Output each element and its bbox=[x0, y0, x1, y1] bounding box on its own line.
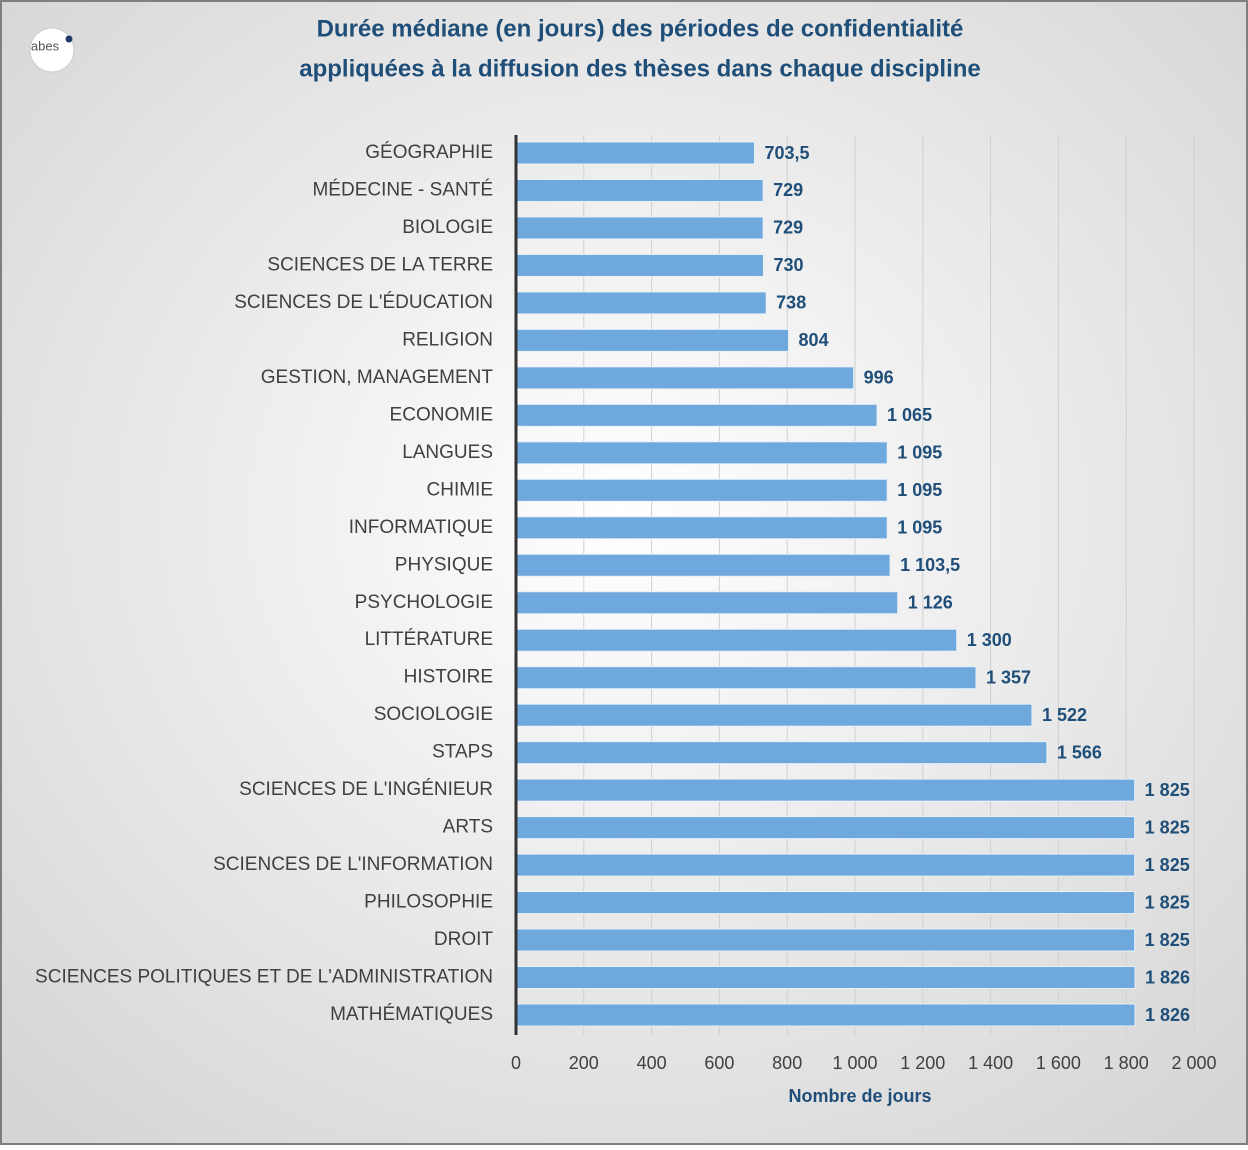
bar bbox=[515, 853, 1136, 877]
x-tick-label: 400 bbox=[637, 1053, 667, 1073]
data-label: 730 bbox=[773, 255, 803, 275]
y-tick-label: PHILOSOPHIE bbox=[364, 892, 493, 913]
y-tick-label: LANGUES bbox=[402, 442, 493, 463]
x-tick-label: 2 000 bbox=[1171, 1053, 1216, 1073]
y-tick-label: SCIENCES DE L'INFORMATION bbox=[213, 854, 493, 875]
data-label: 1 566 bbox=[1057, 742, 1102, 762]
y-tick-label: GESTION, MANAGEMENT bbox=[261, 367, 494, 388]
y-tick-label: RELIGION bbox=[402, 329, 493, 350]
x-tick-label: 1 400 bbox=[968, 1053, 1013, 1073]
bar bbox=[515, 553, 891, 577]
data-label: 703,5 bbox=[764, 143, 809, 163]
data-label: 1 825 bbox=[1145, 930, 1190, 950]
bar bbox=[515, 478, 888, 502]
x-tick-label: 200 bbox=[569, 1053, 599, 1073]
data-label: 729 bbox=[773, 218, 803, 238]
bar bbox=[515, 441, 888, 465]
bar bbox=[515, 816, 1136, 840]
chart-title: appliquées à la diffusion des thèses dan… bbox=[299, 55, 981, 82]
bar bbox=[515, 591, 899, 615]
data-label: 1 825 bbox=[1145, 892, 1190, 912]
bar bbox=[515, 741, 1048, 765]
y-tick-label: CHIMIE bbox=[427, 479, 494, 500]
y-tick-label: INFORMATIQUE bbox=[349, 517, 493, 538]
bar bbox=[515, 778, 1136, 802]
bar bbox=[515, 928, 1136, 952]
y-tick-label: MÉDECINE - SANTÉ bbox=[312, 179, 493, 200]
y-tick-label: ECONOMIE bbox=[390, 404, 493, 425]
bar bbox=[515, 516, 888, 540]
chart-title: Durée médiane (en jours) des périodes de… bbox=[317, 15, 964, 42]
data-label: 1 300 bbox=[967, 630, 1012, 650]
x-tick-label: 800 bbox=[772, 1053, 802, 1073]
y-tick-label: BIOLOGIE bbox=[402, 217, 493, 238]
y-tick-label: STAPS bbox=[432, 742, 493, 763]
data-label: 1 126 bbox=[908, 592, 953, 612]
data-label: 996 bbox=[864, 368, 894, 388]
logo-badge bbox=[29, 27, 75, 73]
y-tick-label: SOCIOLOGIE bbox=[374, 704, 493, 725]
x-tick-label: 0 bbox=[511, 1053, 521, 1073]
data-label: 804 bbox=[799, 330, 829, 350]
data-label: 1 095 bbox=[897, 480, 942, 500]
y-tick-label: SCIENCES DE L'INGÉNIEUR bbox=[239, 779, 493, 800]
y-tick-label: SCIENCES DE L'ÉDUCATION bbox=[234, 292, 493, 313]
bar bbox=[515, 966, 1136, 990]
data-label: 1 103,5 bbox=[900, 555, 960, 575]
data-label: 1 095 bbox=[897, 518, 942, 538]
data-label: 738 bbox=[776, 293, 806, 313]
y-tick-label: SCIENCES POLITIQUES ET DE L'ADMINISTRATI… bbox=[35, 967, 493, 988]
bar bbox=[515, 1003, 1136, 1027]
logo-dot bbox=[65, 35, 73, 43]
bar bbox=[515, 178, 764, 202]
bar bbox=[515, 141, 755, 165]
data-label: 1 065 bbox=[887, 405, 932, 425]
bar bbox=[515, 403, 878, 427]
x-axis-label: Nombre de jours bbox=[788, 1086, 931, 1106]
data-label: 1 095 bbox=[897, 443, 942, 463]
bar bbox=[515, 703, 1033, 727]
data-label: 729 bbox=[773, 180, 803, 200]
data-label: 1 825 bbox=[1145, 780, 1190, 800]
y-tick-label: ARTS bbox=[443, 817, 493, 838]
x-tick-label: 1 000 bbox=[832, 1053, 877, 1073]
bar bbox=[515, 628, 958, 652]
y-tick-label: HISTOIRE bbox=[404, 667, 493, 688]
y-tick-label: DROIT bbox=[434, 929, 494, 950]
data-label: 1 826 bbox=[1145, 1005, 1190, 1025]
y-tick-label: MATHÉMATIQUES bbox=[330, 1004, 493, 1025]
x-tick-label: 600 bbox=[704, 1053, 734, 1073]
data-label: 1 825 bbox=[1145, 855, 1190, 875]
y-tick-label: SCIENCES DE LA TERRE bbox=[267, 254, 493, 275]
y-tick-label: PHYSIQUE bbox=[395, 554, 493, 575]
x-tick-label: 1 200 bbox=[900, 1053, 945, 1073]
y-tick-label: GÉOGRAPHIE bbox=[365, 142, 493, 163]
y-tick-label: PSYCHOLOGIE bbox=[355, 592, 493, 613]
x-tick-label: 1 800 bbox=[1104, 1053, 1149, 1073]
logo: abes bbox=[31, 38, 60, 53]
x-tick-label: 1 600 bbox=[1036, 1053, 1081, 1073]
bar bbox=[515, 253, 764, 277]
data-label: 1 522 bbox=[1042, 705, 1087, 725]
bar bbox=[515, 328, 790, 352]
data-label: 1 825 bbox=[1145, 817, 1190, 837]
bar bbox=[515, 291, 767, 315]
bar bbox=[515, 216, 764, 240]
bar bbox=[515, 666, 977, 690]
data-label: 1 826 bbox=[1145, 967, 1190, 987]
bar bbox=[515, 366, 855, 390]
bar bbox=[515, 891, 1136, 915]
data-label: 1 357 bbox=[986, 667, 1031, 687]
y-tick-label: LITTÉRATURE bbox=[365, 629, 493, 650]
